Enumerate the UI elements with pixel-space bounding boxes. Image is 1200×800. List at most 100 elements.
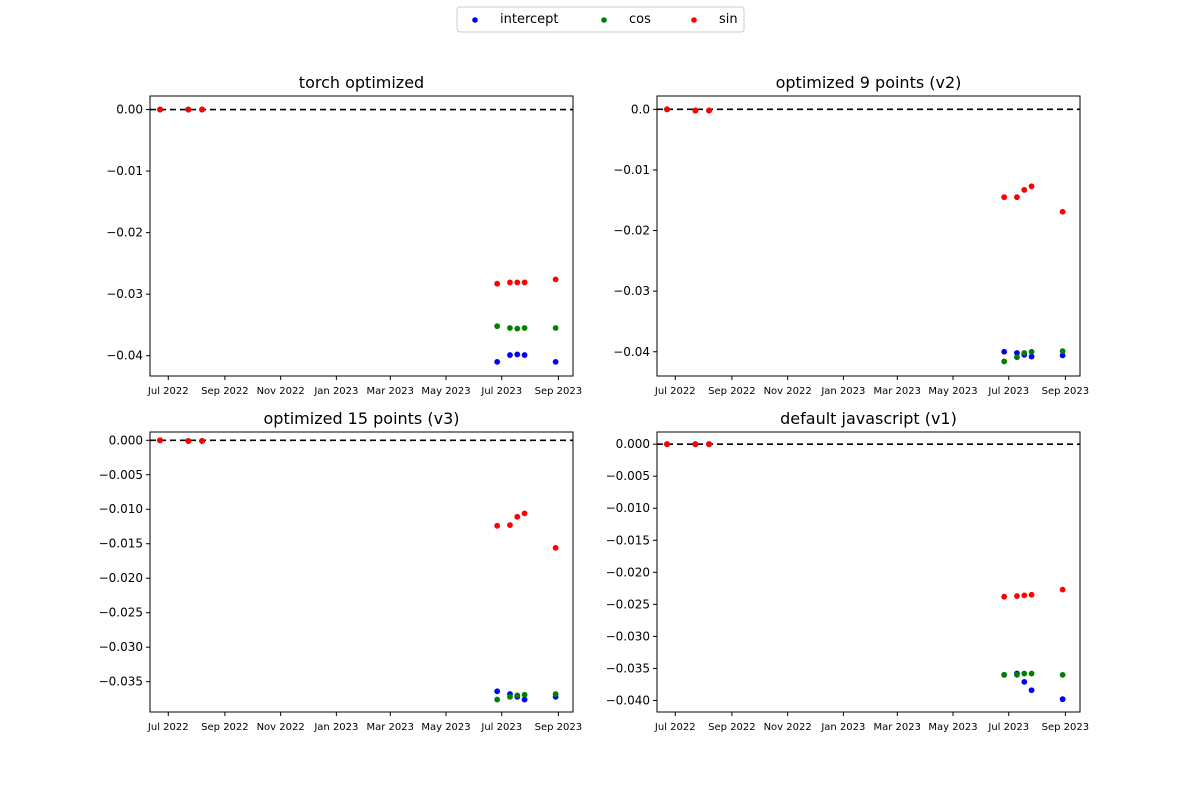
point-intercept — [494, 358, 501, 365]
series-cos — [157, 106, 559, 332]
y-tick-label: −0.01 — [106, 164, 143, 178]
x-tick-label: Jan 2023 — [313, 386, 358, 397]
x-tick-label: Sep 2023 — [1042, 722, 1089, 733]
panel-4: default javascript (v1) 0.000 −0.005 −0.010… — [606, 409, 1090, 733]
point-sin — [185, 438, 192, 444]
x-tick-label: May 2023 — [421, 386, 470, 397]
x-tick-label: Mar 2023 — [874, 722, 922, 733]
point-intercept — [1001, 348, 1008, 355]
point-cos — [1001, 671, 1008, 678]
y-tick-label: −0.030 — [606, 629, 650, 643]
y-tick-label: −0.02 — [613, 224, 650, 238]
point-sin — [552, 544, 559, 551]
point-cos — [507, 325, 513, 331]
y-tick-label: −0.04 — [106, 349, 143, 363]
point-sin — [706, 441, 712, 448]
panel-1: torch optimized 0.00 −0.01 −0.02 −0.03 −0.04 J… — [106, 73, 582, 397]
point-sin — [199, 438, 205, 444]
x-tick-label: Jul 2022 — [654, 722, 696, 733]
y-tick-label: −0.030 — [99, 640, 143, 654]
legend-entry-cos: cos — [601, 12, 651, 27]
axes-frame — [656, 431, 1081, 713]
point-sin — [157, 437, 163, 444]
point-sin — [1028, 183, 1035, 190]
series-sin — [664, 441, 1066, 600]
point-sin — [1014, 194, 1020, 201]
point-intercept — [521, 696, 528, 703]
point-sin — [664, 106, 670, 113]
y-tick-label: −0.025 — [606, 597, 650, 611]
point-intercept — [521, 352, 528, 358]
y-tick-label: 0.000 — [616, 437, 650, 451]
x-tick-label: Jan 2023 — [820, 386, 865, 397]
y-tick-label: −0.03 — [106, 287, 143, 301]
legend-entry-intercept: intercept — [472, 12, 559, 27]
point-sin — [521, 510, 528, 517]
point-cos — [1001, 358, 1008, 365]
point-sin — [552, 276, 559, 283]
x-tick-label: Jul 2023 — [987, 722, 1029, 733]
x-tick-label: Nov 2022 — [764, 722, 812, 733]
point-sin — [1014, 593, 1020, 599]
point-intercept — [514, 351, 521, 358]
point-cos — [521, 325, 528, 331]
point-sin — [157, 106, 163, 113]
x-tick-label: Sep 2022 — [708, 386, 755, 397]
series-intercept — [664, 106, 1066, 360]
y-tick-label: 0.00 — [116, 103, 143, 117]
x-tick-label: May 2023 — [421, 722, 470, 733]
point-cos — [1059, 671, 1066, 678]
legend-entry-sin: sin — [691, 12, 738, 27]
legend-marker-cos — [601, 17, 607, 23]
point-intercept — [494, 688, 501, 695]
point-sin — [494, 522, 501, 529]
series-sin — [157, 437, 559, 551]
point-cos — [1028, 348, 1035, 355]
y-tick-label: −0.005 — [99, 468, 143, 482]
y-tick-label: −0.015 — [606, 533, 650, 547]
y-tick-label: −0.005 — [606, 469, 650, 483]
x-tick-label: Jan 2023 — [313, 722, 358, 733]
point-cos — [494, 696, 501, 703]
x-tick-label: Jul 2023 — [480, 722, 522, 733]
y-tick-label: −0.01 — [613, 163, 650, 177]
y-tick-label: 0.0 — [631, 102, 650, 116]
x-tick-label: Jul 2022 — [654, 386, 696, 397]
x-tick-label: Sep 2022 — [708, 722, 755, 733]
point-sin — [494, 280, 501, 287]
x-tick-label: Nov 2022 — [257, 722, 305, 733]
point-sin — [1001, 194, 1008, 201]
x-tick-label: Jul 2022 — [147, 722, 189, 733]
point-intercept — [1059, 352, 1066, 359]
series-cos — [664, 441, 1066, 678]
y-tick-label: −0.020 — [606, 565, 650, 579]
panel-title: default javascript (v1) — [780, 409, 957, 428]
point-intercept — [1021, 678, 1028, 685]
point-cos — [514, 692, 521, 699]
x-tick-label: Jul 2023 — [987, 386, 1029, 397]
point-cos — [1021, 350, 1028, 356]
point-sin — [185, 106, 192, 113]
point-cos — [552, 691, 559, 697]
x-tick-label: Nov 2022 — [764, 386, 812, 397]
point-sin — [692, 441, 699, 448]
legend-frame — [456, 6, 745, 33]
series-sin — [664, 106, 1066, 215]
x-tick-label: Sep 2023 — [535, 722, 582, 733]
legend-label-intercept: intercept — [500, 12, 559, 27]
x-tick-label: Jul 2022 — [147, 386, 189, 397]
axes-frame — [656, 95, 1081, 377]
y-tick-label: −0.025 — [99, 606, 143, 620]
y-tick-label: −0.03 — [613, 284, 650, 298]
point-cos — [1014, 354, 1020, 361]
y-tick-label: −0.010 — [606, 501, 650, 515]
y-tick-label: −0.020 — [99, 571, 143, 585]
series-sin — [157, 106, 559, 287]
panel-title: optimized 15 points (v3) — [264, 409, 460, 428]
panel-title: optimized 9 points (v2) — [776, 73, 962, 92]
x-tick-label: Jul 2023 — [480, 386, 522, 397]
point-cos — [521, 691, 528, 698]
legend-marker-sin — [691, 17, 697, 23]
point-sin — [706, 107, 712, 114]
point-intercept — [507, 352, 513, 358]
